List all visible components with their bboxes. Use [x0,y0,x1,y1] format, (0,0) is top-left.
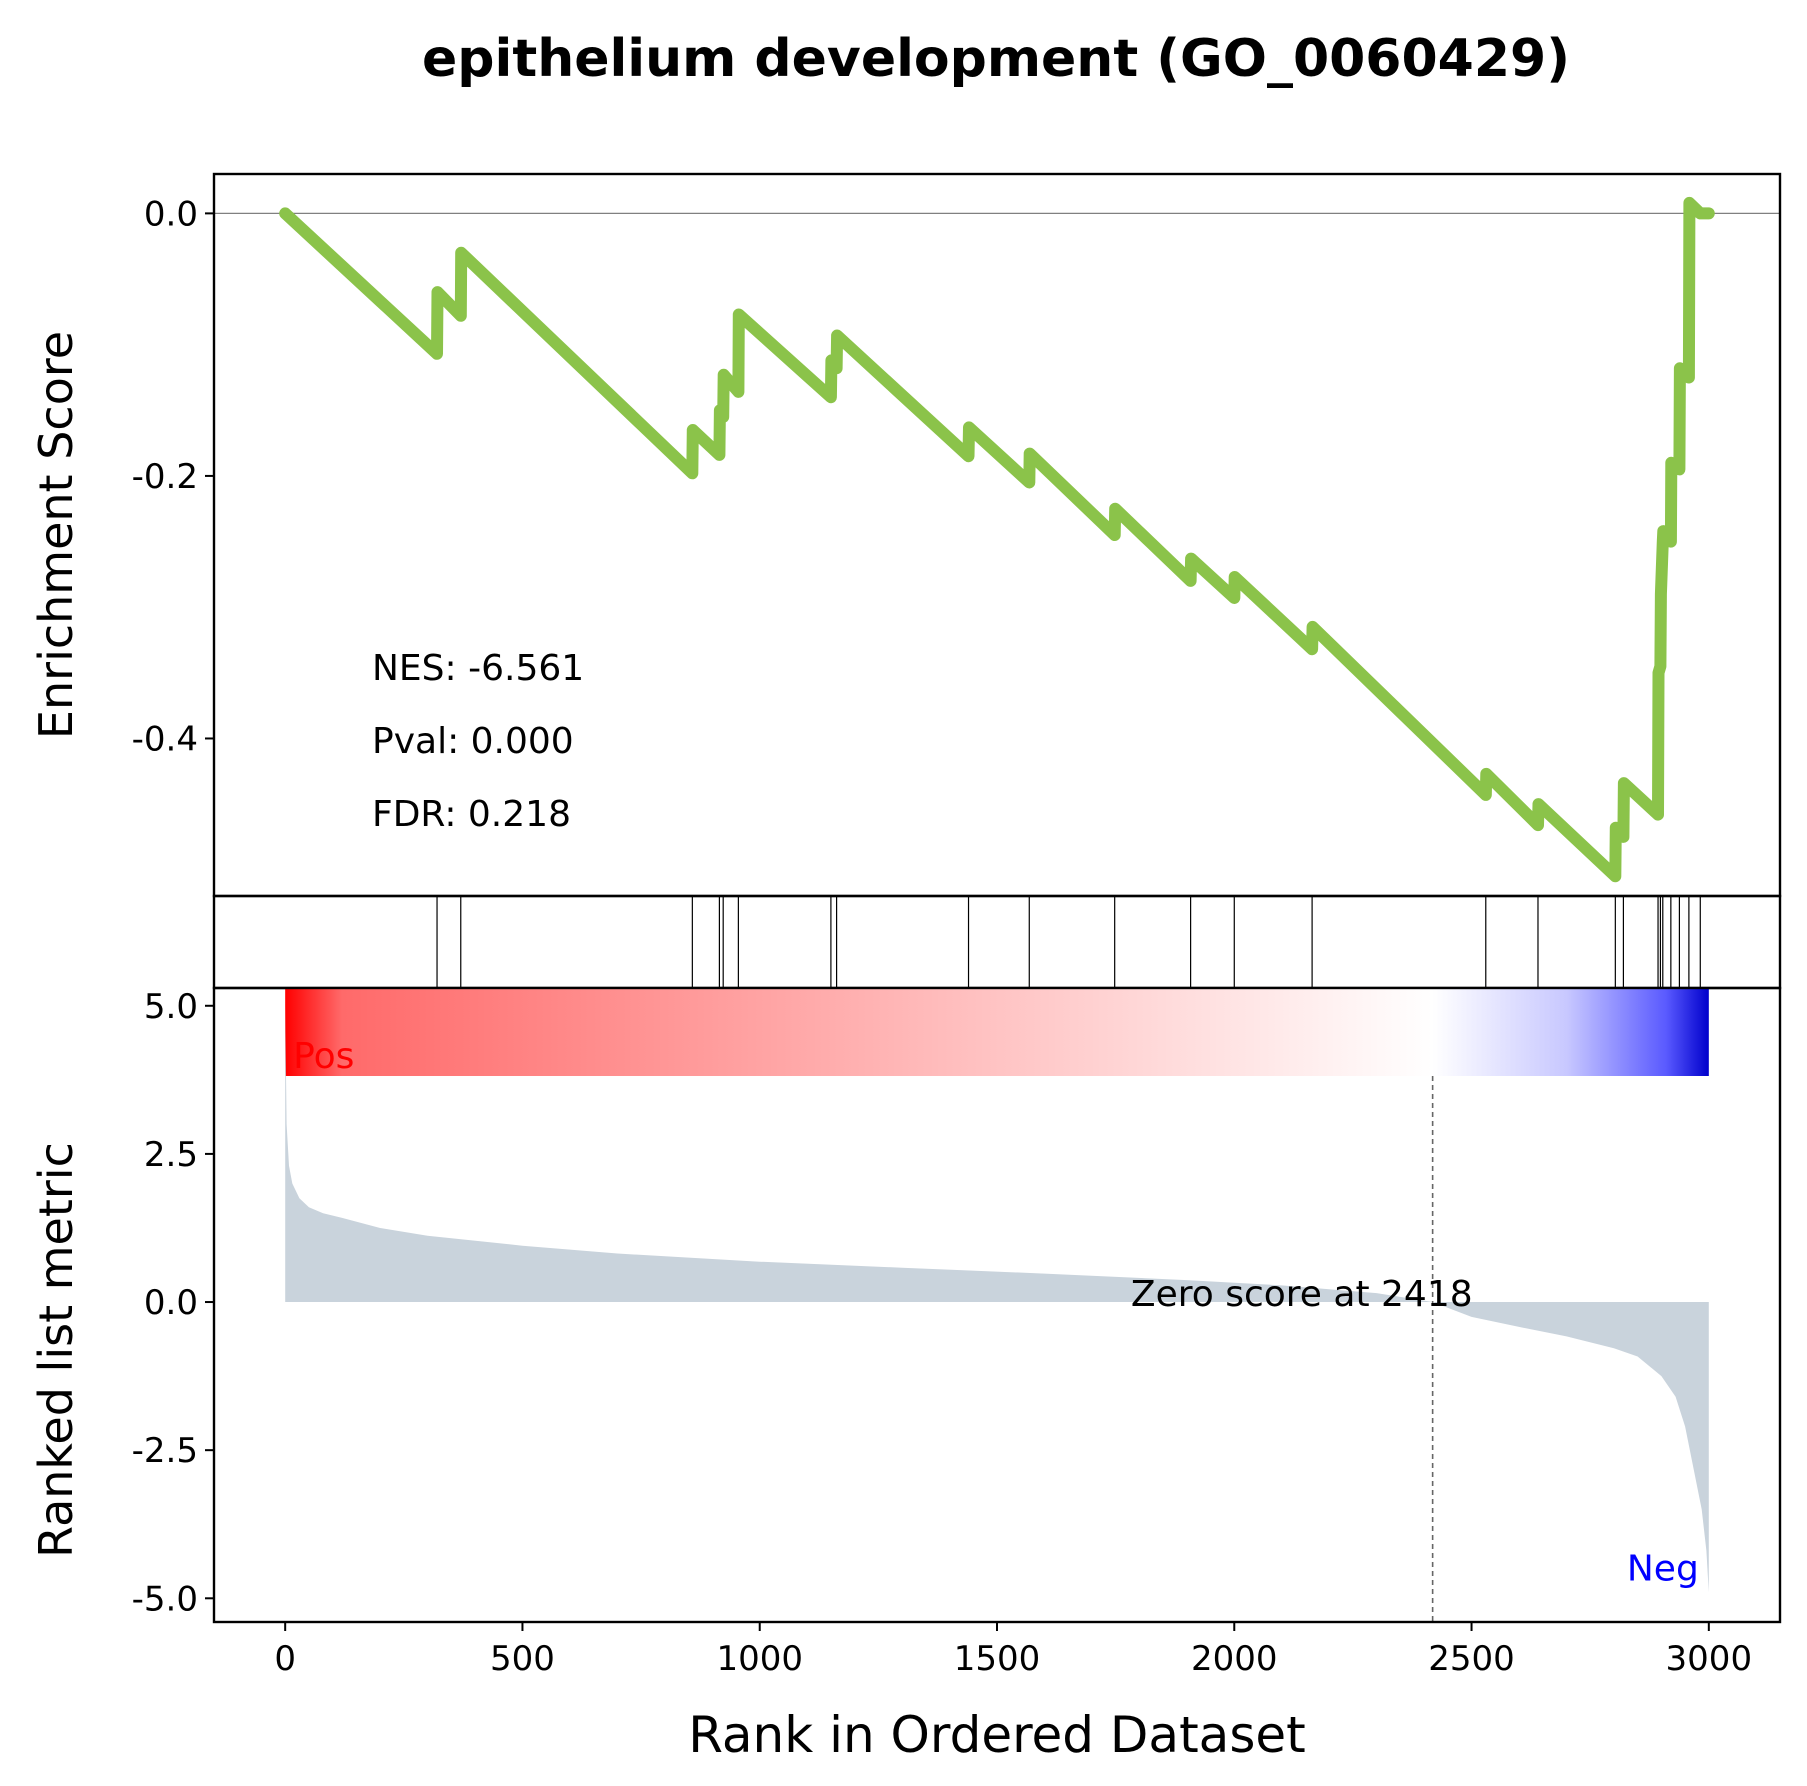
x-tick-label: 1500 [954,1639,1041,1679]
enrichment-score-line [279,196,1715,883]
neg-label: Neg [1627,1549,1699,1590]
es-y-tick-label: -0.2 [132,457,198,497]
es-y-axis-label: Enrichment Score [29,331,83,739]
es-y-ticks: 0.0 -0.2 -0.4 [132,194,214,759]
nes-label: NES: -6.561 [372,648,584,689]
es-y-tick-label: -0.4 [132,719,198,759]
zero-score-label: Zero score at 2418 [1131,1274,1473,1315]
x-axis-label: Rank in Ordered Dataset [688,1706,1305,1764]
x-tick-label: 2500 [1428,1639,1515,1679]
rank-y-tick-label: 2.5 [144,1135,198,1175]
chart-title: epithelium development (GO_0060429) [422,29,1570,89]
rank-y-ticks: 5.0 2.5 0.0 -2.5 -5.0 [132,987,214,1619]
rank-y-tick-label: 0.0 [144,1283,198,1323]
x-tick-label: 1000 [716,1639,803,1679]
ranked-metric-area [285,1005,1709,1593]
rank-y-tick-label: -5.0 [132,1579,198,1619]
fdr-label: FDR: 0.218 [372,794,571,835]
x-tick-label: 500 [490,1639,555,1679]
es-y-tick-label: 0.0 [144,194,198,234]
pos-label: Pos [293,1036,354,1077]
hits-panel [212,894,1782,990]
hit-markers [436,896,1701,988]
rank-y-axis-label: Ranked list metric [29,1142,83,1558]
x-tick-label: 3000 [1666,1639,1753,1679]
rank-y-tick-label: 5.0 [144,987,198,1027]
es-axes-frame [212,172,1782,898]
enrichment-score-panel: 0.0 -0.2 -0.4 NES: -6.561 Pval: 0.000 FDR:… [29,172,1782,898]
ranked-metric-panel: 5.0 2.5 0.0 -2.5 -5.0 Zero score at 2418 Pos… [29,987,1782,1624]
x-axis-ticks: 0 500 1000 1500 2000 2500 3000 [274,1622,1752,1679]
rank-y-tick-label: -2.5 [132,1431,198,1471]
hits-axes-frame [212,894,1782,990]
x-tick-label: 0 [274,1639,296,1679]
pval-label: Pval: 0.000 [372,721,574,762]
x-tick-label: 2000 [1191,1639,1278,1679]
rank-color-bar [285,988,1709,1076]
